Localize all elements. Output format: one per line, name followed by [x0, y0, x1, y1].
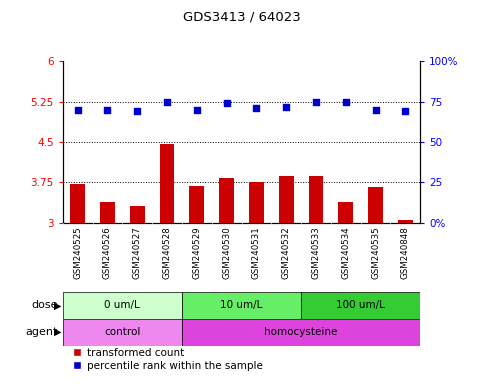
- Text: GSM240525: GSM240525: [73, 226, 82, 279]
- Text: GSM240529: GSM240529: [192, 226, 201, 279]
- Point: [163, 99, 171, 105]
- Text: GSM240533: GSM240533: [312, 226, 320, 279]
- Bar: [338, 202, 353, 223]
- Bar: [398, 220, 413, 223]
- Bar: [219, 177, 234, 223]
- Text: 100 um/L: 100 um/L: [336, 300, 385, 310]
- Text: ▶: ▶: [54, 327, 61, 337]
- Text: GSM240530: GSM240530: [222, 226, 231, 279]
- Bar: [368, 187, 383, 223]
- Bar: [189, 186, 204, 223]
- Bar: [159, 144, 174, 223]
- Text: GSM240535: GSM240535: [371, 226, 380, 279]
- Bar: [279, 177, 294, 223]
- Bar: [130, 205, 145, 223]
- Point: [312, 99, 320, 105]
- Point: [253, 105, 260, 111]
- Text: GDS3413 / 64023: GDS3413 / 64023: [183, 10, 300, 23]
- Text: GSM240526: GSM240526: [103, 226, 112, 279]
- Bar: [249, 182, 264, 223]
- Point: [282, 104, 290, 110]
- Text: GSM240534: GSM240534: [341, 226, 350, 279]
- Text: GSM240531: GSM240531: [252, 226, 261, 279]
- Text: GSM240527: GSM240527: [133, 226, 142, 279]
- Text: 0 um/L: 0 um/L: [104, 300, 140, 310]
- Bar: [100, 202, 115, 223]
- Point: [74, 107, 82, 113]
- Point: [133, 108, 141, 114]
- Point: [193, 107, 201, 113]
- Point: [104, 107, 112, 113]
- Point: [401, 108, 409, 114]
- Bar: [63, 292, 182, 319]
- Text: GSM240532: GSM240532: [282, 226, 291, 279]
- Bar: [309, 177, 324, 223]
- Text: GSM240848: GSM240848: [401, 226, 410, 279]
- Bar: [301, 292, 420, 319]
- Text: GSM240528: GSM240528: [163, 226, 171, 279]
- Text: dose: dose: [31, 300, 58, 310]
- Point: [372, 107, 380, 113]
- Text: ▶: ▶: [54, 300, 61, 310]
- Bar: [182, 319, 420, 346]
- Bar: [70, 184, 85, 223]
- Text: homocysteine: homocysteine: [264, 327, 338, 337]
- Legend: transformed count, percentile rank within the sample: transformed count, percentile rank withi…: [68, 344, 267, 375]
- Point: [342, 99, 350, 105]
- Text: control: control: [104, 327, 141, 337]
- Bar: [63, 319, 182, 346]
- Text: agent: agent: [26, 327, 58, 337]
- Text: 10 um/L: 10 um/L: [220, 300, 263, 310]
- Bar: [182, 292, 301, 319]
- Point: [223, 100, 230, 106]
